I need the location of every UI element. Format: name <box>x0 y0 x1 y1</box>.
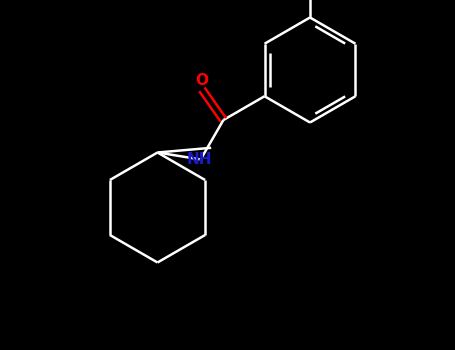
Text: NH: NH <box>187 152 212 167</box>
Text: O: O <box>195 73 208 88</box>
